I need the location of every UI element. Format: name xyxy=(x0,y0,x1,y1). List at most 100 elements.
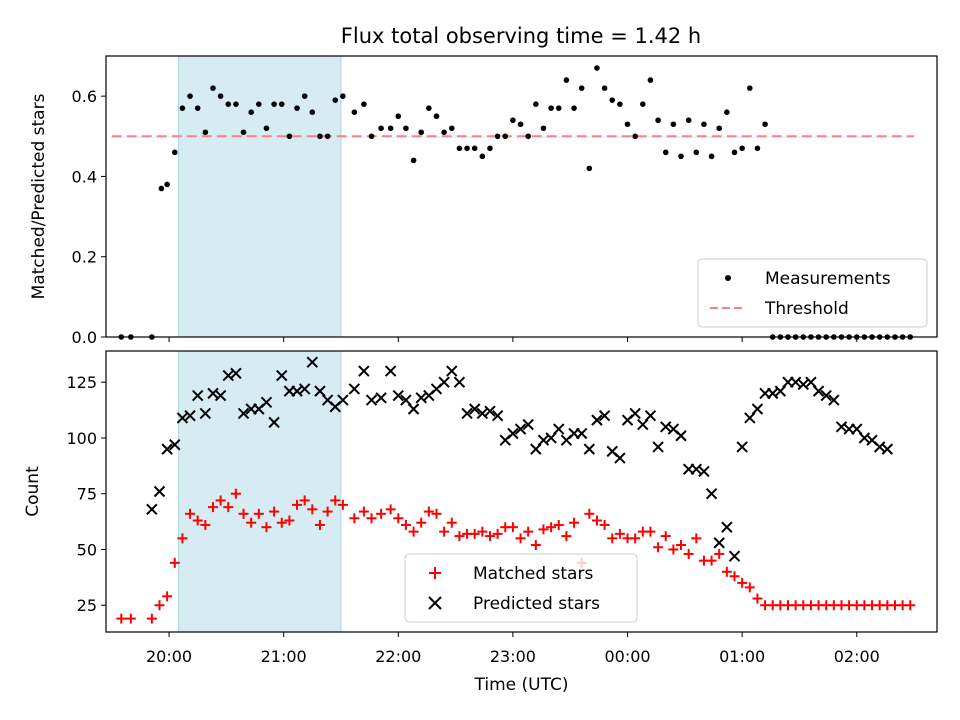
predicted-star-point xyxy=(199,407,212,420)
predicted-star-point xyxy=(268,416,280,429)
bottom-y-axis-label: Count xyxy=(23,466,43,517)
matched-star-point xyxy=(125,613,136,624)
x-tick-label: 23:00 xyxy=(490,647,536,666)
measurement-point xyxy=(240,129,247,136)
measurement-point xyxy=(701,121,707,128)
matched-star-point xyxy=(169,557,180,568)
measurement-point xyxy=(294,105,300,111)
measurement-point xyxy=(301,93,308,99)
predicted-star-point xyxy=(881,443,894,455)
matched-star-point xyxy=(177,533,188,544)
predicted-star-point xyxy=(705,488,718,500)
measurement-point xyxy=(678,153,684,160)
measurement-point xyxy=(510,117,516,124)
measurement-point xyxy=(286,133,293,140)
matched-star-point xyxy=(561,531,572,542)
matched-star-point xyxy=(569,517,580,528)
measurement-point xyxy=(494,133,501,140)
matched-star-point xyxy=(253,508,264,519)
matched-star-point xyxy=(337,499,348,510)
matched-star-point xyxy=(261,522,272,533)
matched-star-point xyxy=(553,519,564,530)
legend-matched-marker xyxy=(429,567,441,579)
measurement-point xyxy=(540,125,547,132)
predicted-star-point xyxy=(736,441,748,453)
matched-star-point xyxy=(276,517,287,528)
measurement-point xyxy=(708,153,715,160)
chart-title: Flux total observing time = 1.42 h xyxy=(341,24,701,48)
matched-star-point xyxy=(431,508,442,519)
top-y-tick-label: 0.0 xyxy=(72,328,97,347)
measurement-point xyxy=(263,125,270,132)
measurement-point xyxy=(601,85,608,91)
measurement-point xyxy=(746,85,753,91)
predicted-stars-points xyxy=(146,356,894,562)
bottom-y-axis: 25 50 75 100 125 xyxy=(66,373,106,615)
legend-measurements-marker xyxy=(725,275,731,281)
bottom-legend-box xyxy=(404,553,638,623)
matched-star-point xyxy=(314,519,325,530)
predicted-star-point xyxy=(407,403,420,415)
matched-star-point xyxy=(477,526,488,537)
predicted-star-point xyxy=(491,409,504,422)
measurement-point xyxy=(724,109,730,115)
bottom-shaded-interval xyxy=(178,350,342,633)
measurement-point xyxy=(361,101,367,107)
predicted-star-point xyxy=(591,414,603,426)
top-y-tick-label: 0.6 xyxy=(72,87,97,106)
measurement-point xyxy=(210,85,216,91)
predicted-star-point xyxy=(214,389,227,402)
measurement-point xyxy=(433,113,440,120)
bottom-plot-frame xyxy=(105,350,938,633)
predicted-star-point xyxy=(812,385,825,397)
matched-star-point xyxy=(299,495,310,506)
measurement-point xyxy=(685,117,692,124)
matched-star-point xyxy=(116,613,127,624)
matched-star-point xyxy=(393,513,404,524)
measurement-point xyxy=(609,97,616,103)
measurement-point xyxy=(387,125,394,132)
predicted-star-point xyxy=(522,418,534,431)
matched-star-point xyxy=(507,522,518,533)
measurement-point xyxy=(378,125,384,132)
measurement-point xyxy=(368,133,375,140)
top-shaded-interval xyxy=(178,55,342,338)
measurement-point xyxy=(632,133,638,140)
measurement-point xyxy=(762,121,768,128)
measurement-point xyxy=(158,185,165,192)
top-y-axis: 0.0 0.2 0.4 0.6 xyxy=(72,87,106,347)
predicted-star-point xyxy=(446,365,458,377)
measurement-point xyxy=(441,129,447,136)
matched-star-point xyxy=(349,513,360,524)
measurement-point xyxy=(578,85,585,91)
bottom-y-tick-label: 125 xyxy=(66,373,97,392)
predicted-star-point xyxy=(820,389,832,402)
measurement-point xyxy=(194,105,201,111)
predicted-star-point xyxy=(260,396,273,409)
predicted-star-point xyxy=(375,392,387,404)
matched-star-point xyxy=(439,526,450,537)
measurement-points xyxy=(118,65,914,340)
matched-star-point xyxy=(269,506,280,517)
measurement-point xyxy=(187,93,193,99)
measurement-point xyxy=(662,149,669,156)
matched-stars-points xyxy=(116,488,916,624)
bottom-y-tick-label: 50 xyxy=(77,540,97,559)
matched-star-point xyxy=(484,531,495,542)
x-tick-label: 00:00 xyxy=(604,647,650,666)
predicted-star-point xyxy=(298,383,311,395)
predicted-star-point xyxy=(598,409,611,422)
matched-star-point xyxy=(146,613,157,624)
predicted-star-point xyxy=(365,394,378,406)
predicted-star-point xyxy=(468,403,481,415)
predicted-star-point xyxy=(461,407,473,420)
measurement-point xyxy=(517,121,524,128)
top-panel: 0.0 0.2 0.4 0.6 Matched/Predicted stars Mea… xyxy=(29,55,938,347)
predicted-star-point xyxy=(184,409,196,422)
matched-star-point xyxy=(400,519,411,530)
predicted-star-point xyxy=(614,452,626,464)
measurement-point xyxy=(426,105,432,111)
matched-star-point xyxy=(683,548,694,559)
predicted-star-point xyxy=(553,423,565,435)
matched-star-point xyxy=(676,540,687,551)
